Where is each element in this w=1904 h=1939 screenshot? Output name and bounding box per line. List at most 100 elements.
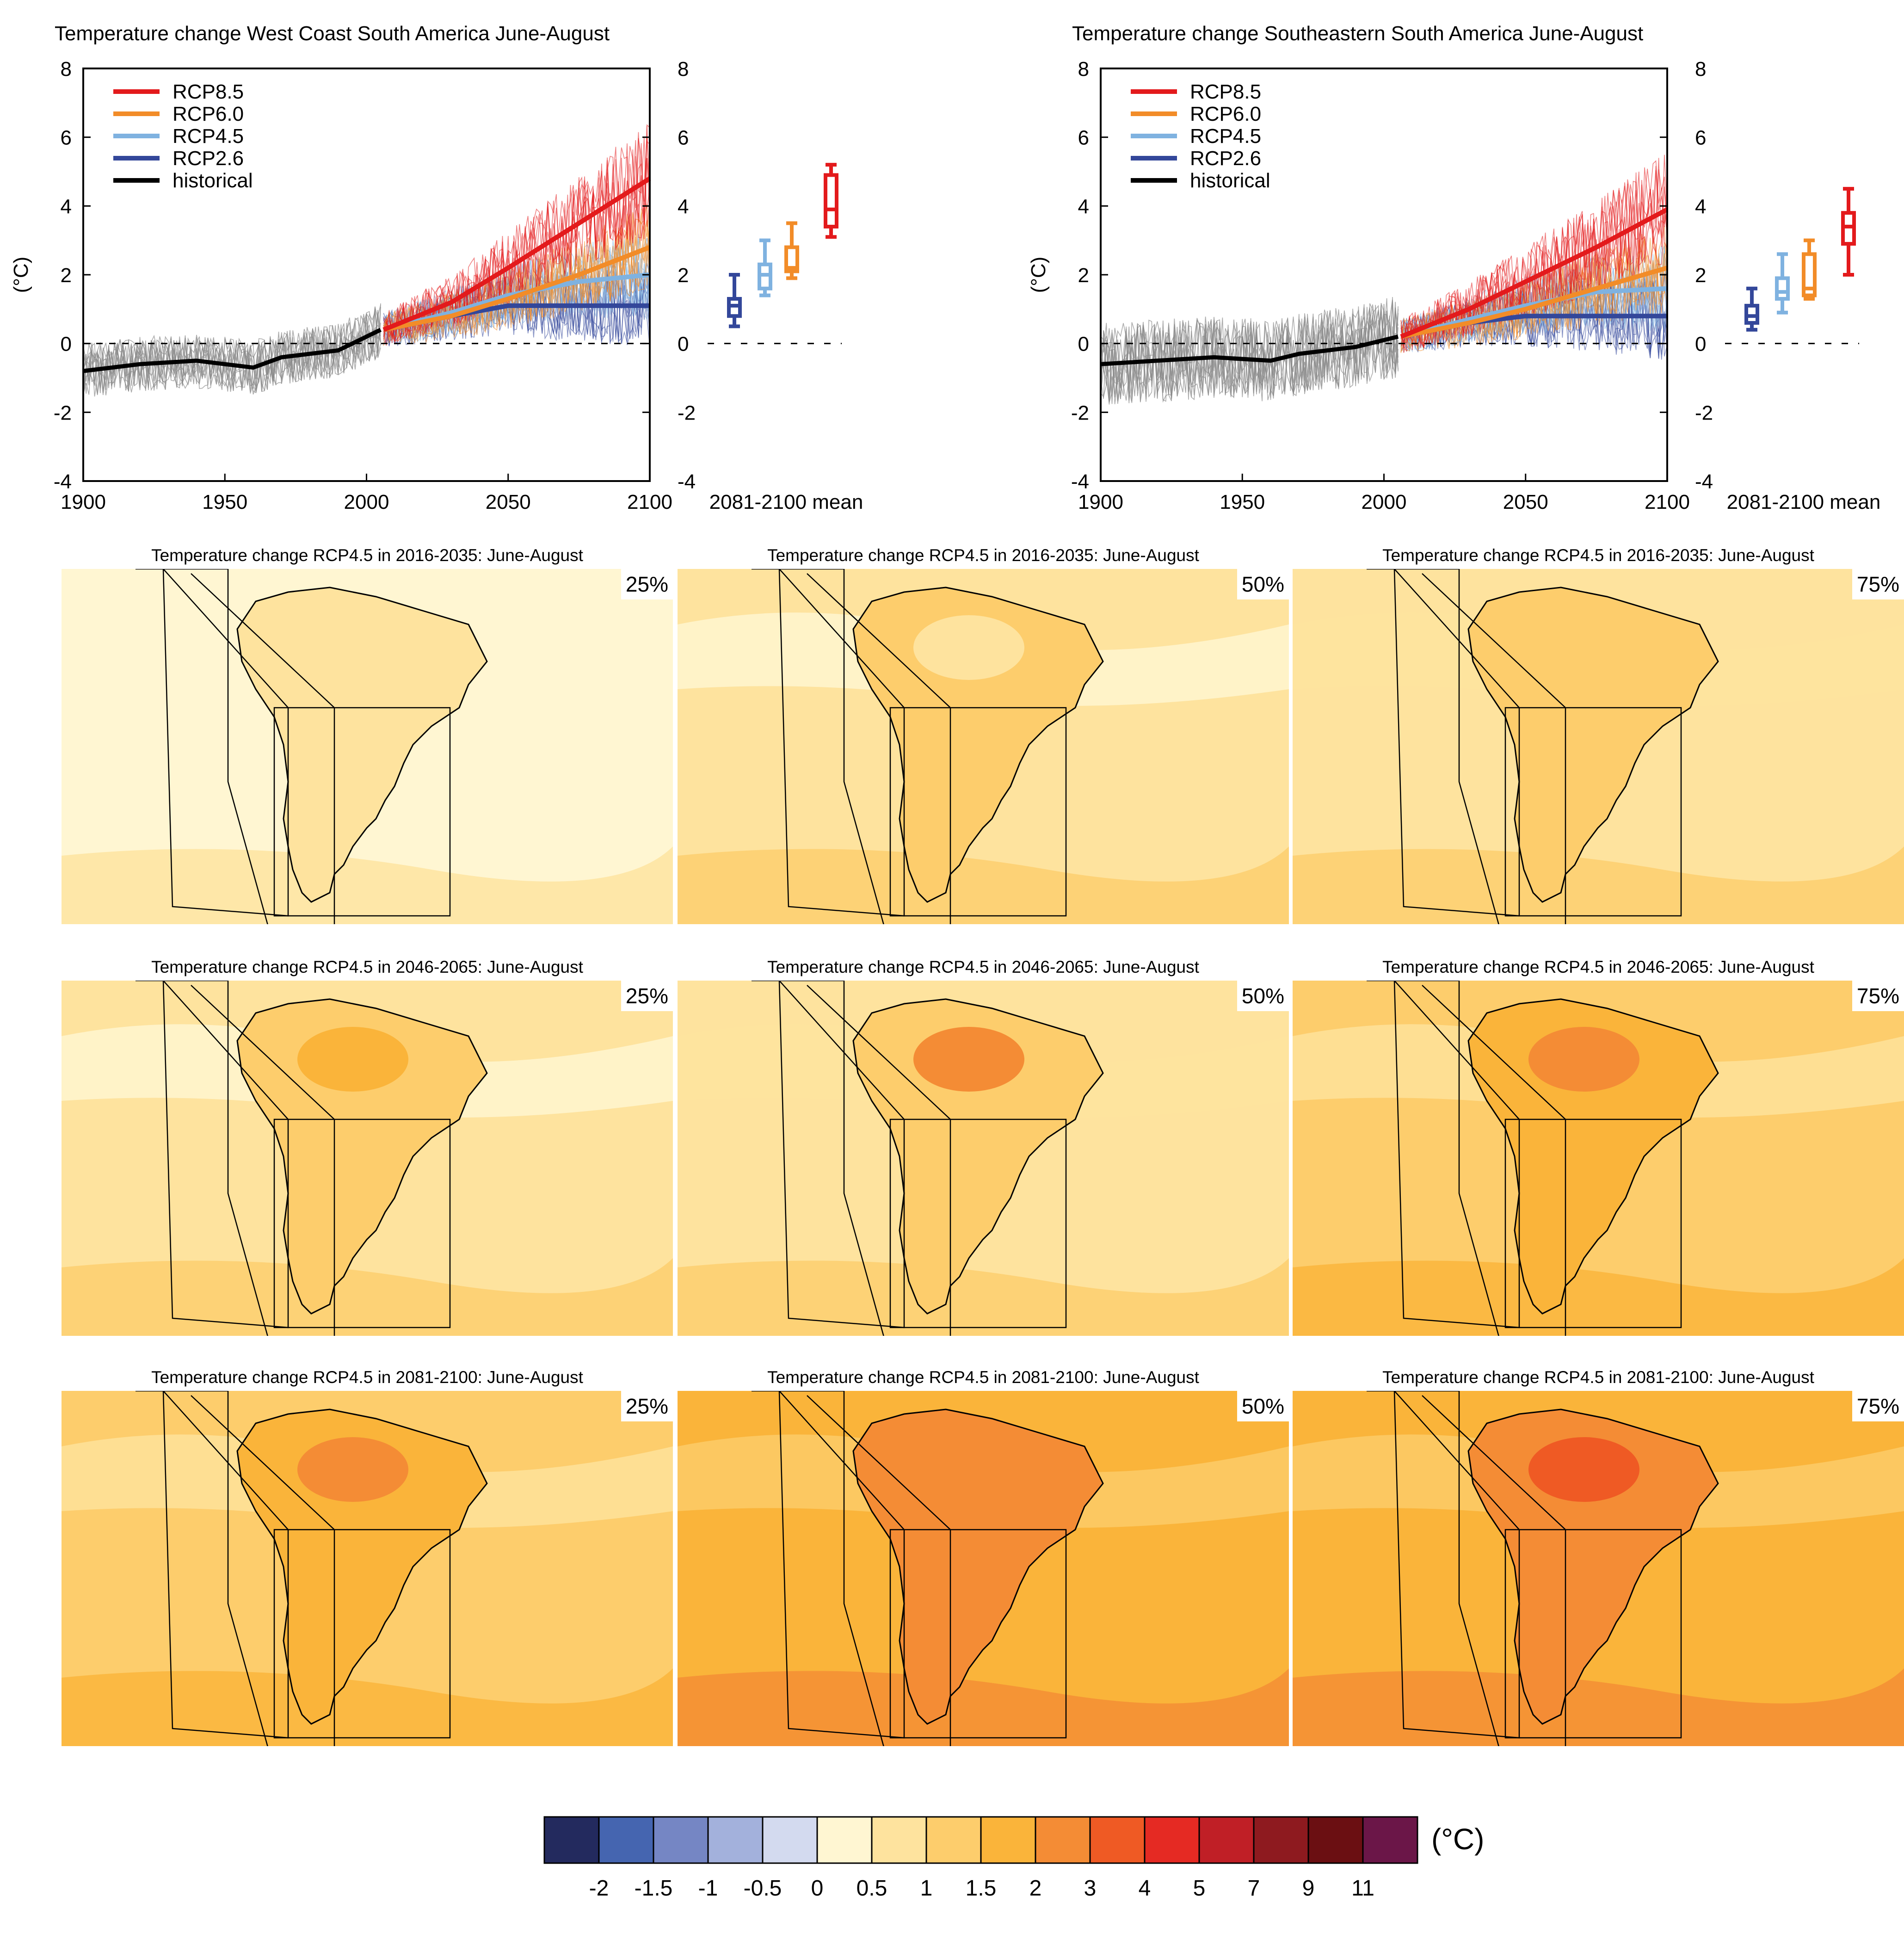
colorbar-tick-label: 2 xyxy=(1029,1876,1042,1901)
south-america xyxy=(136,981,488,1336)
y-tick-label: 4 xyxy=(1078,195,1089,218)
field-band-south xyxy=(1293,1668,1904,1746)
field-max xyxy=(1528,615,1639,680)
colorbar-tick-label: 0 xyxy=(811,1876,824,1901)
map-grid: Temperature change RCP4.5 in 2016-2035: … xyxy=(0,537,1904,1758)
y-tick-label: 0 xyxy=(1078,333,1089,356)
region-outline-southeast xyxy=(273,1529,451,1739)
map-panel: Temperature change RCP4.5 in 2081-2100: … xyxy=(678,1359,1289,1746)
y-tick-label-right: 4 xyxy=(678,195,689,218)
percentile-label: 75% xyxy=(1852,1391,1904,1421)
region-outline-southeast xyxy=(1504,707,1682,917)
timeseries-chart: -4 -4 -2 -2 0 0 2 2 4 4 6 6 8 8 1900 1950 2000 2050 2100 (°… xyxy=(1027,58,1881,513)
region-outline-westcoast xyxy=(1393,1391,1520,1739)
colorbar-tick-label: 3 xyxy=(1084,1876,1097,1901)
y-tick-label-right: 2 xyxy=(678,264,689,287)
region-outline-westcoast xyxy=(162,569,289,917)
y-tick-label-right: 4 xyxy=(1695,195,1706,218)
south-america xyxy=(1367,981,1719,1336)
map-title: Temperature change RCP4.5 in 2081-2100: … xyxy=(767,1368,1199,1387)
ensemble-members xyxy=(83,124,650,397)
percentile-label: 25% xyxy=(621,569,673,599)
field-max xyxy=(297,615,408,680)
colorbar-swatch xyxy=(598,1816,654,1864)
map-title: Temperature change RCP4.5 in 2046-2065: … xyxy=(151,957,583,976)
colorbar-tick-label: 11 xyxy=(1351,1876,1374,1901)
timeseries-title: Temperature change West Coast South Amer… xyxy=(55,22,610,45)
map-title: Temperature change RCP4.5 in 2016-2035: … xyxy=(151,546,583,565)
x-tick-label: 1950 xyxy=(1220,491,1265,513)
field-max xyxy=(913,615,1024,680)
south-america xyxy=(752,1391,1104,1746)
mean-boxplot-rcp26 xyxy=(1744,286,1759,332)
legend-label: RCP6.0 xyxy=(1190,103,1261,125)
legend-label: RCP2.6 xyxy=(173,147,244,170)
x-tick-label: 2000 xyxy=(344,491,389,513)
series-line-rcp60 xyxy=(383,245,651,332)
colorbar-swatch xyxy=(1253,1816,1309,1864)
field-max xyxy=(1528,1027,1639,1092)
map-panel: Temperature change RCP4.5 in 2081-2100: … xyxy=(62,1359,673,1746)
field-band-south xyxy=(62,1258,673,1336)
mean-boxplot-rcp85 xyxy=(1841,187,1856,277)
colorbar-tick-label: -0.5 xyxy=(744,1876,782,1901)
map-graphic xyxy=(678,1391,1289,1746)
south-america xyxy=(752,981,1104,1336)
y-tick-label: 2 xyxy=(61,264,72,287)
legend-label: RCP8.5 xyxy=(173,80,244,103)
field-band-south xyxy=(1293,846,1904,924)
field-max xyxy=(297,1027,408,1092)
y-axis-label: (°C) xyxy=(1027,257,1050,293)
timeseries-chart: -4 -4 -2 -2 0 0 2 2 4 4 6 6 8 8 1900 1950 2000 2050 2100 (°… xyxy=(10,58,863,513)
series-line-historical xyxy=(1100,334,1399,366)
map-title: Temperature change RCP4.5 in 2081-2100: … xyxy=(151,1368,583,1387)
percentile-label: 50% xyxy=(1237,981,1289,1011)
colorbar-tick-label: 9 xyxy=(1302,1876,1315,1901)
colorbar-tick-label: 4 xyxy=(1139,1876,1151,1901)
mean-period-label: 2081-2100 mean xyxy=(709,491,863,513)
x-tick-label: 2050 xyxy=(486,491,531,513)
y-tick-label-right: 2 xyxy=(1695,264,1706,287)
region-outline-westcoast xyxy=(778,981,905,1328)
colorbar-swatch xyxy=(1198,1816,1255,1864)
legend-label: historical xyxy=(173,169,253,192)
map-graphic xyxy=(62,569,673,924)
colorbar-swatch xyxy=(980,1816,1036,1864)
map-graphic xyxy=(1293,569,1904,924)
legend-label: RCP4.5 xyxy=(173,125,244,148)
y-tick-label: 4 xyxy=(61,195,72,218)
field-band-south xyxy=(678,846,1289,924)
map-graphic xyxy=(678,569,1289,924)
map-graphic xyxy=(62,981,673,1336)
map-graphic xyxy=(62,1391,673,1746)
colorbar-swatch xyxy=(1362,1816,1418,1864)
timeseries-panel-right: Temperature change Southeastern South Am… xyxy=(1017,0,1904,537)
y-tick-label: 2 xyxy=(1078,264,1089,287)
legend-label: RCP4.5 xyxy=(1190,125,1261,148)
legend-label: RCP6.0 xyxy=(173,103,244,125)
map-panel: Temperature change RCP4.5 in 2046-2065: … xyxy=(678,948,1289,1336)
y-tick-label-right: 8 xyxy=(678,58,689,80)
timeseries-panel-left: Temperature change West Coast South Amer… xyxy=(0,0,952,537)
y-tick-label: 0 xyxy=(61,333,72,356)
x-tick-label: 1900 xyxy=(1078,491,1123,513)
y-tick-label-right: 0 xyxy=(1695,333,1706,356)
map-panel: Temperature change RCP4.5 in 2081-2100: … xyxy=(1293,1359,1904,1746)
ensemble-members xyxy=(1100,154,1668,405)
mean-boxplot-rcp85 xyxy=(824,163,838,239)
region-outline-westcoast xyxy=(778,1391,905,1739)
map-title: Temperature change RCP4.5 in 2046-2065: … xyxy=(1382,957,1814,976)
map-title: Temperature change RCP4.5 in 2081-2100: … xyxy=(1382,1368,1814,1387)
mean-period-label: 2081-2100 mean xyxy=(1727,491,1881,513)
colorbar-swatch xyxy=(707,1816,764,1864)
y-tick-label-right: 6 xyxy=(678,127,689,149)
colorbar-swatch xyxy=(816,1816,873,1864)
x-tick-label: 2050 xyxy=(1503,491,1548,513)
region-outline-southeast xyxy=(273,707,451,917)
y-tick-label: -4 xyxy=(54,470,72,493)
region-outline-southeast xyxy=(889,1529,1067,1739)
colorbar-tick-label: -1.5 xyxy=(635,1876,673,1901)
mean-boxplot-rcp60 xyxy=(1802,238,1817,301)
colorbar-swatch xyxy=(543,1816,600,1864)
field-max xyxy=(297,1437,408,1502)
